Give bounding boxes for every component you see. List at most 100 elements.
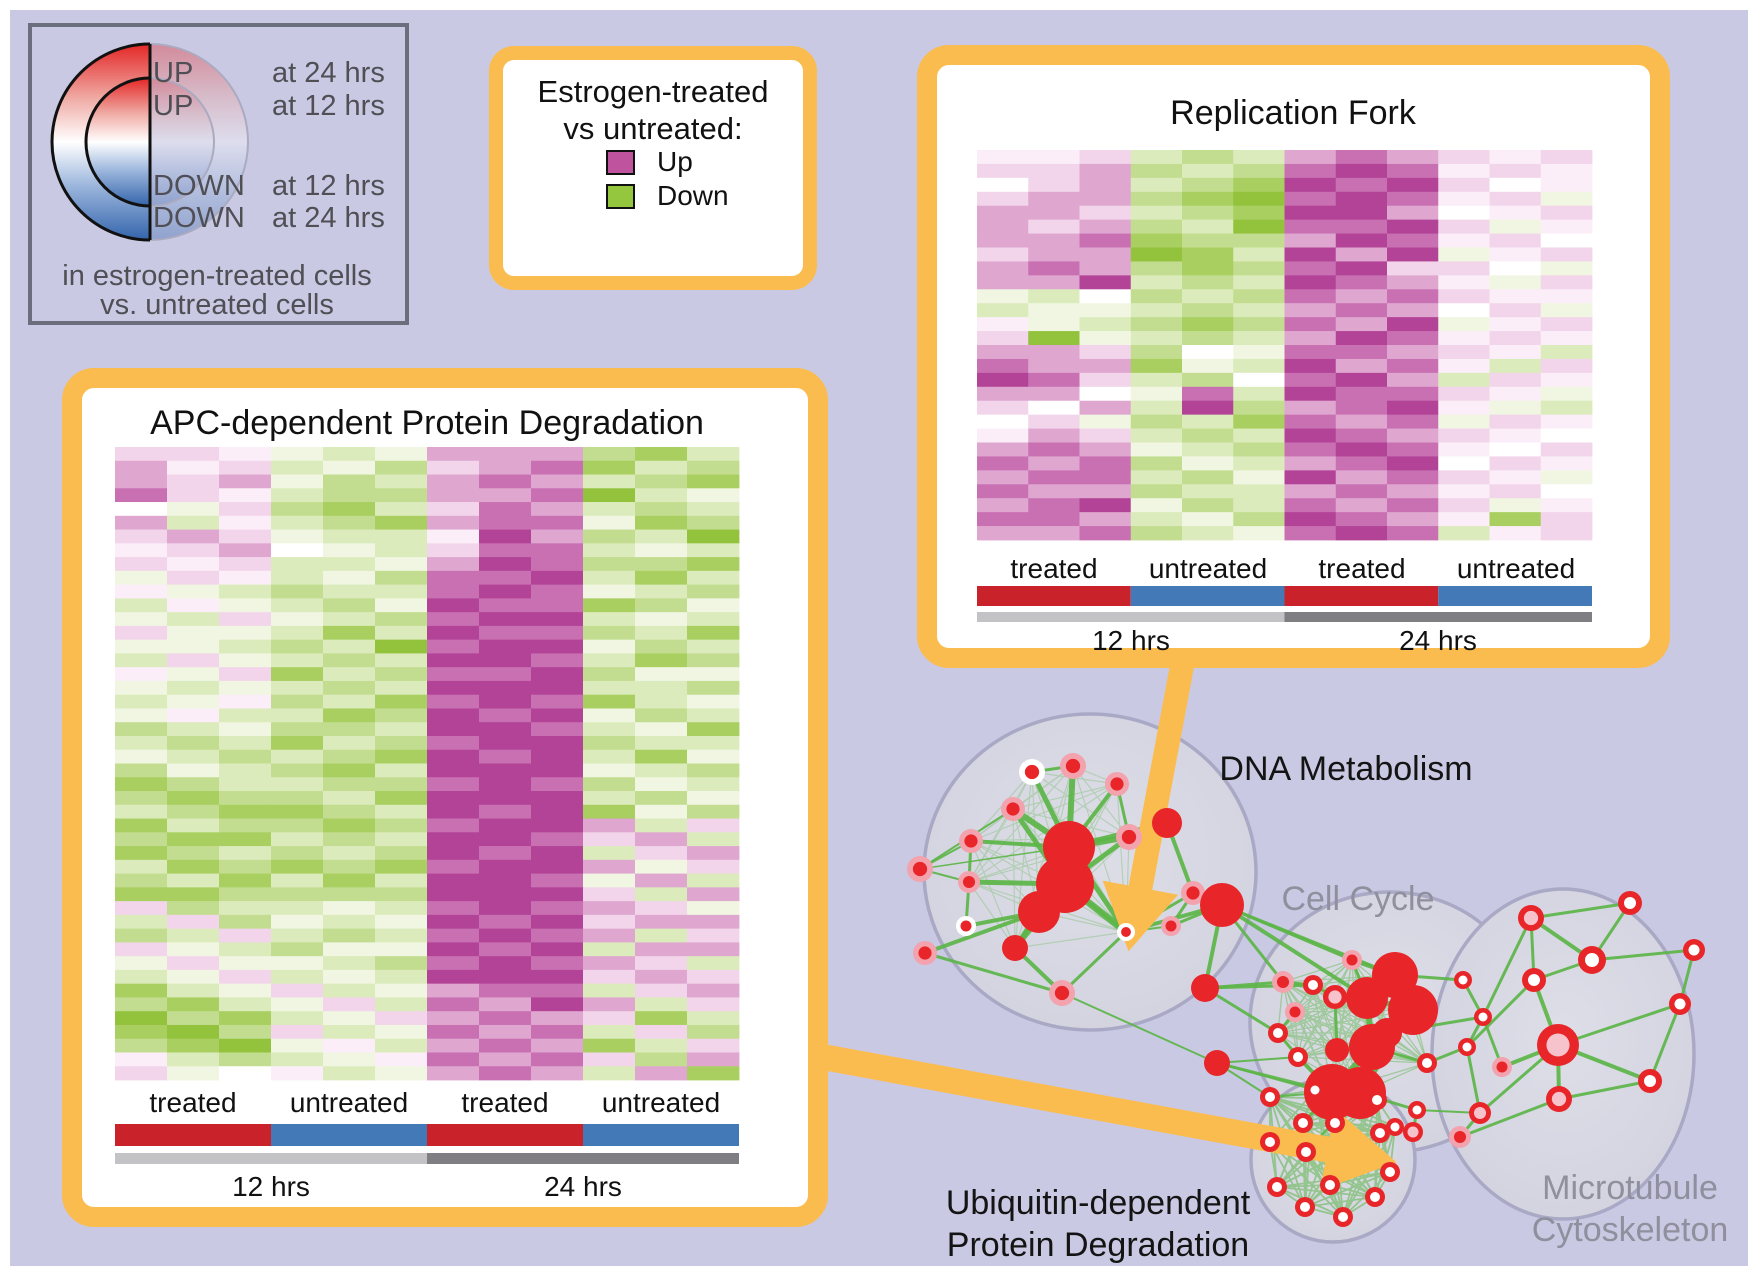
updown-legend-border (489, 46, 817, 290)
network-node (1338, 1212, 1348, 1222)
label-dna-metabolism: DNA Metabolism (1219, 750, 1472, 788)
network-node (1528, 974, 1540, 986)
network-node (1412, 1105, 1422, 1115)
replication-time-label-0: 12 hrs (1092, 625, 1170, 656)
apc-callout-arrow (787, 1038, 1397, 1191)
network-node (918, 946, 932, 960)
replication-time-label-1: 24 hrs (1399, 625, 1477, 656)
network-node (1186, 886, 1200, 900)
replication-group-label-2: treated (1318, 553, 1405, 584)
network-node (1462, 1042, 1472, 1052)
network-node (1054, 985, 1070, 1001)
network-node (912, 861, 928, 877)
network-node (1551, 1091, 1567, 1107)
network-node (1546, 1033, 1570, 1057)
replication-heatmap (977, 150, 1593, 541)
network-node (962, 875, 976, 889)
replication-fork-callout-arrow (1102, 647, 1197, 952)
network-node (1496, 1061, 1508, 1073)
replication-panel: Replication Fork treated untreated treat… (917, 45, 1670, 668)
apc-panel: APC-dependent Protein Degradation treate… (62, 368, 828, 1227)
network-node (1325, 1180, 1335, 1190)
legend-up24-time: at 24 hrs (272, 57, 385, 89)
network-node (960, 920, 972, 932)
network-node (1165, 920, 1177, 932)
network-node (1298, 1118, 1308, 1128)
apc-group-label-0: treated (149, 1087, 236, 1118)
updown-legend-title1: Estrogen-treated (538, 74, 769, 109)
network-node (1346, 954, 1358, 966)
network-node (1308, 980, 1318, 990)
legend-up12-word: UP (153, 90, 193, 122)
network-node (1422, 1058, 1432, 1068)
network-node (1121, 927, 1131, 937)
network-node (1152, 808, 1182, 838)
network-node (1624, 897, 1636, 909)
network-node (1458, 975, 1468, 985)
network-node (1688, 944, 1700, 956)
network-node (1265, 1137, 1275, 1147)
legend-caption-line2: vs. untreated cells (100, 289, 334, 321)
network-node (1018, 891, 1060, 933)
network-node (1473, 1106, 1487, 1120)
updown-legend-box: Estrogen-treated vs untreated: Up Down (489, 46, 817, 290)
network-node (1110, 777, 1124, 791)
legend-down12-time: at 12 hrs (272, 170, 385, 202)
down-swatch-label: Down (657, 180, 729, 211)
label-cell-cycle: Cell Cycle (1281, 880, 1434, 918)
network-node (1272, 1182, 1282, 1192)
label-ubiquitin-line2: Protein Degradation (947, 1226, 1249, 1264)
network-node (1293, 1052, 1303, 1062)
up-swatch-label: Up (657, 146, 693, 177)
network-node (1273, 1028, 1283, 1038)
network-node (964, 834, 978, 848)
timepoint-legend-box: UP at 24 hrs UP at 12 hrs DOWN at 12 hrs… (28, 23, 409, 325)
network-node (1407, 1126, 1419, 1138)
network-node (1370, 1192, 1380, 1202)
apc-group-label-1: untreated (290, 1087, 408, 1118)
apc-group-label-2: treated (461, 1087, 548, 1118)
network-node (1330, 1118, 1340, 1128)
apc-condition-bars (115, 1124, 739, 1164)
down-swatch (606, 184, 635, 209)
network-node (1191, 974, 1219, 1002)
legend-down12-word: DOWN (153, 170, 245, 202)
network-node (1372, 1018, 1402, 1048)
network-node (1453, 1130, 1467, 1144)
network-node (1644, 1075, 1656, 1087)
legend-up24-word: UP (153, 57, 193, 89)
apc-group-label-3: untreated (602, 1087, 720, 1118)
replication-panel-title: Replication Fork (1170, 94, 1417, 132)
network-nodes (907, 753, 1705, 1227)
network-node (1372, 1095, 1382, 1105)
apc-panel-title: APC-dependent Protein Degradation (150, 404, 704, 442)
network-node (1200, 883, 1244, 927)
network-node (1265, 1092, 1275, 1102)
timepoint-legend-border (28, 23, 409, 325)
network-node (1523, 910, 1539, 926)
network-node (1276, 975, 1290, 989)
replication-group-label-3: untreated (1457, 553, 1575, 584)
replication-group-label-0: treated (1010, 553, 1097, 584)
replication-condition-bars (977, 586, 1592, 622)
network-node (1301, 1147, 1311, 1157)
label-ubiquitin-line1: Ubiquitin-dependent (946, 1184, 1251, 1222)
network-node (1024, 764, 1040, 780)
legend-caption-line1: in estrogen-treated cells (62, 260, 372, 292)
network-node (1328, 990, 1342, 1004)
up-swatch (606, 150, 635, 175)
replication-group-label-1: untreated (1149, 553, 1267, 584)
legend-down24-time: at 24 hrs (272, 202, 385, 234)
network-node (1325, 1038, 1349, 1062)
network-node (1065, 758, 1081, 774)
network-node (1121, 829, 1137, 845)
network-node (1385, 1167, 1395, 1177)
network-node (1204, 1050, 1230, 1076)
network-node (1375, 1128, 1385, 1138)
network-node (1002, 935, 1028, 961)
network-node (1310, 1085, 1320, 1095)
network-node (1478, 1012, 1488, 1022)
apc-time-label-0: 12 hrs (232, 1171, 310, 1202)
